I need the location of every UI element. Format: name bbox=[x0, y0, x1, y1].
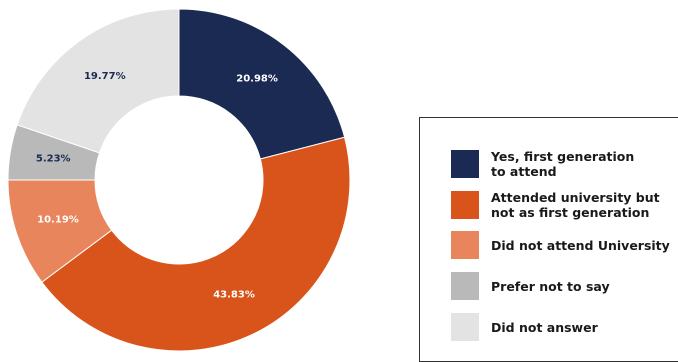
donut-chart: 20.98% 43.83% 10.19% 5.23% 19.77% bbox=[7, 8, 351, 352]
slice-value-label: 19.77% bbox=[84, 71, 126, 82]
legend-swatch bbox=[451, 313, 479, 341]
legend-label: Prefer not to say bbox=[491, 278, 610, 294]
legend-swatch bbox=[451, 150, 479, 178]
slice-value-label: 10.19% bbox=[37, 215, 79, 226]
legend-label: Yes, first generation to attend bbox=[491, 149, 635, 179]
legend: Yes, first generation to attend Attended… bbox=[419, 117, 678, 362]
legend-swatch bbox=[451, 272, 479, 300]
legend-label: Did not attend University bbox=[491, 237, 670, 253]
donut-slice bbox=[41, 136, 351, 352]
legend-label: Attended university but not as first gen… bbox=[491, 190, 660, 220]
legend-item: Yes, first generation to attend bbox=[451, 149, 678, 179]
donut-slice bbox=[178, 8, 346, 160]
legend-label: Did not answer bbox=[491, 319, 598, 335]
legend-item: Did not answer bbox=[451, 313, 678, 341]
donut-slice bbox=[16, 8, 180, 154]
legend-item: Prefer not to say bbox=[451, 272, 678, 300]
legend-swatch bbox=[451, 191, 479, 219]
legend-item: Attended university but not as first gen… bbox=[451, 190, 678, 220]
slice-value-label: 43.83% bbox=[213, 290, 255, 301]
legend-swatch bbox=[451, 231, 479, 259]
slice-value-label: 20.98% bbox=[236, 74, 278, 85]
slice-value-label: 5.23% bbox=[36, 154, 71, 165]
legend-item: Did not attend University bbox=[451, 231, 678, 259]
